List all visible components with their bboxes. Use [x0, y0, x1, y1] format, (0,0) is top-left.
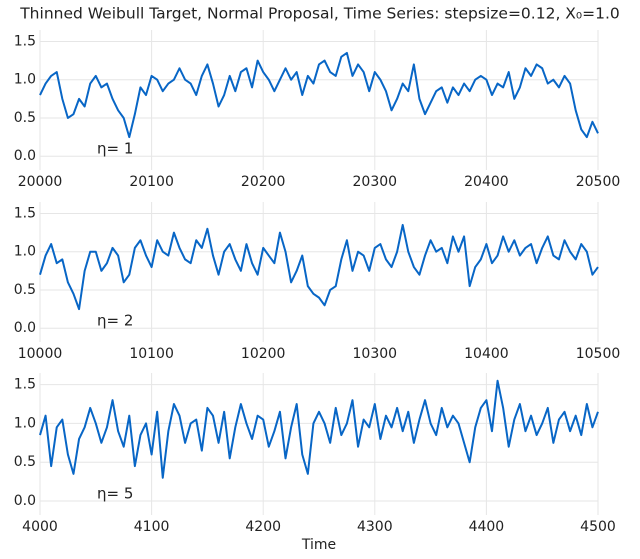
x-tick-label: 4300 [357, 519, 393, 535]
x-tick-label: 4100 [134, 519, 170, 535]
x-tick-label: 20200 [241, 174, 286, 190]
x-tick-label: 20500 [576, 174, 621, 190]
x-tick-label: 10400 [464, 346, 509, 362]
x-tick-label: 10200 [241, 346, 286, 362]
x-tick-label: 4200 [245, 519, 281, 535]
x-tick-label: 4000 [22, 519, 58, 535]
series-line [39, 223, 599, 311]
x-tick-label: 20400 [464, 174, 509, 190]
x-tick-label: 20100 [129, 174, 174, 190]
y-tick-label: 0.5 [14, 110, 36, 126]
x-tick-label: 10000 [18, 346, 63, 362]
y-tick-label: 0.5 [14, 282, 36, 298]
x-tick-label: 20300 [353, 174, 398, 190]
annotation: η= 2 [97, 312, 133, 330]
y-tick-label: 0.0 [14, 148, 36, 164]
chart-title: Thinned Weibull Target, Normal Proposal,… [19, 5, 620, 23]
y-tick-label: 1.0 [14, 72, 36, 88]
y-tick-label: 0.0 [14, 320, 36, 336]
annotation: η= 1 [97, 140, 133, 158]
y-tick-label: 1.5 [14, 33, 36, 49]
y-tick-label: 0.5 [14, 454, 36, 470]
x-tick-label: 4400 [469, 519, 505, 535]
y-tick-label: 1.5 [14, 205, 36, 221]
y-tick-label: 1.0 [14, 415, 36, 431]
x-tick-label: 20000 [18, 174, 63, 190]
x-axis-label: Time [301, 537, 336, 553]
x-tick-label: 10500 [576, 346, 621, 362]
y-tick-label: 1.0 [14, 244, 36, 260]
y-tick-label: 1.5 [14, 377, 36, 393]
series-line [39, 379, 599, 479]
y-tick-label: 0.0 [14, 493, 36, 509]
x-tick-label: 10300 [353, 346, 398, 362]
x-tick-label: 10100 [129, 346, 174, 362]
annotation: η= 5 [97, 485, 133, 503]
series-line [39, 51, 599, 139]
x-tick-label: 4500 [580, 519, 616, 535]
